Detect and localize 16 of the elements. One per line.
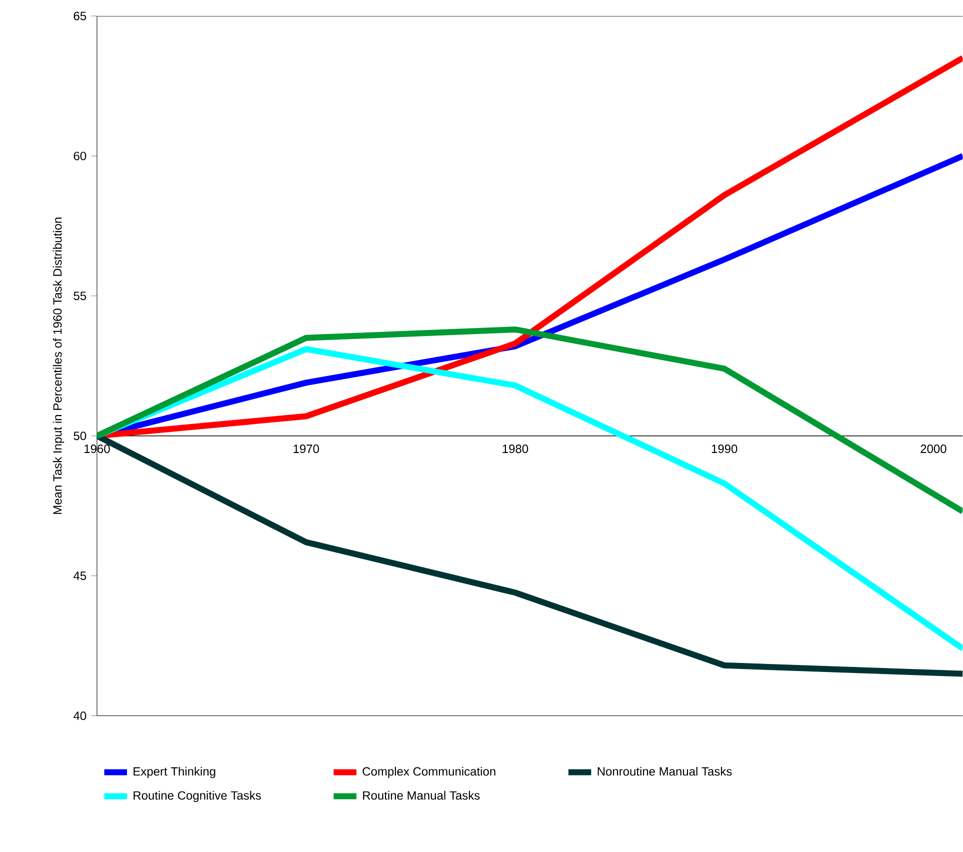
y-tick-label: 50 — [74, 432, 86, 440]
legend-label: Complex Communication — [362, 766, 496, 778]
y-tick-label: 55 — [74, 292, 86, 300]
legend-label: Routine Manual Tasks — [363, 791, 480, 800]
y-tick-label: 65 — [74, 12, 86, 20]
x-tick-label: 1990 — [712, 444, 738, 454]
y-tick-label: 60 — [74, 152, 86, 160]
x-tick-label: 1970 — [294, 444, 319, 454]
x-tick-label: 1980 — [502, 444, 528, 454]
y-axis-title: Mean Task Input in Percentiles of 1960 Task Distribution — [52, 218, 64, 514]
x-tick-label: 2000 — [920, 444, 946, 454]
legend-label: Expert Thinking — [134, 766, 216, 778]
y-tick-label: 45 — [74, 572, 86, 580]
legend-label: Nonroutine Manual Tasks — [598, 766, 732, 776]
legend-label: Routine Cognitive Tasks — [134, 791, 261, 802]
y-tick-label: 40 — [74, 712, 86, 720]
